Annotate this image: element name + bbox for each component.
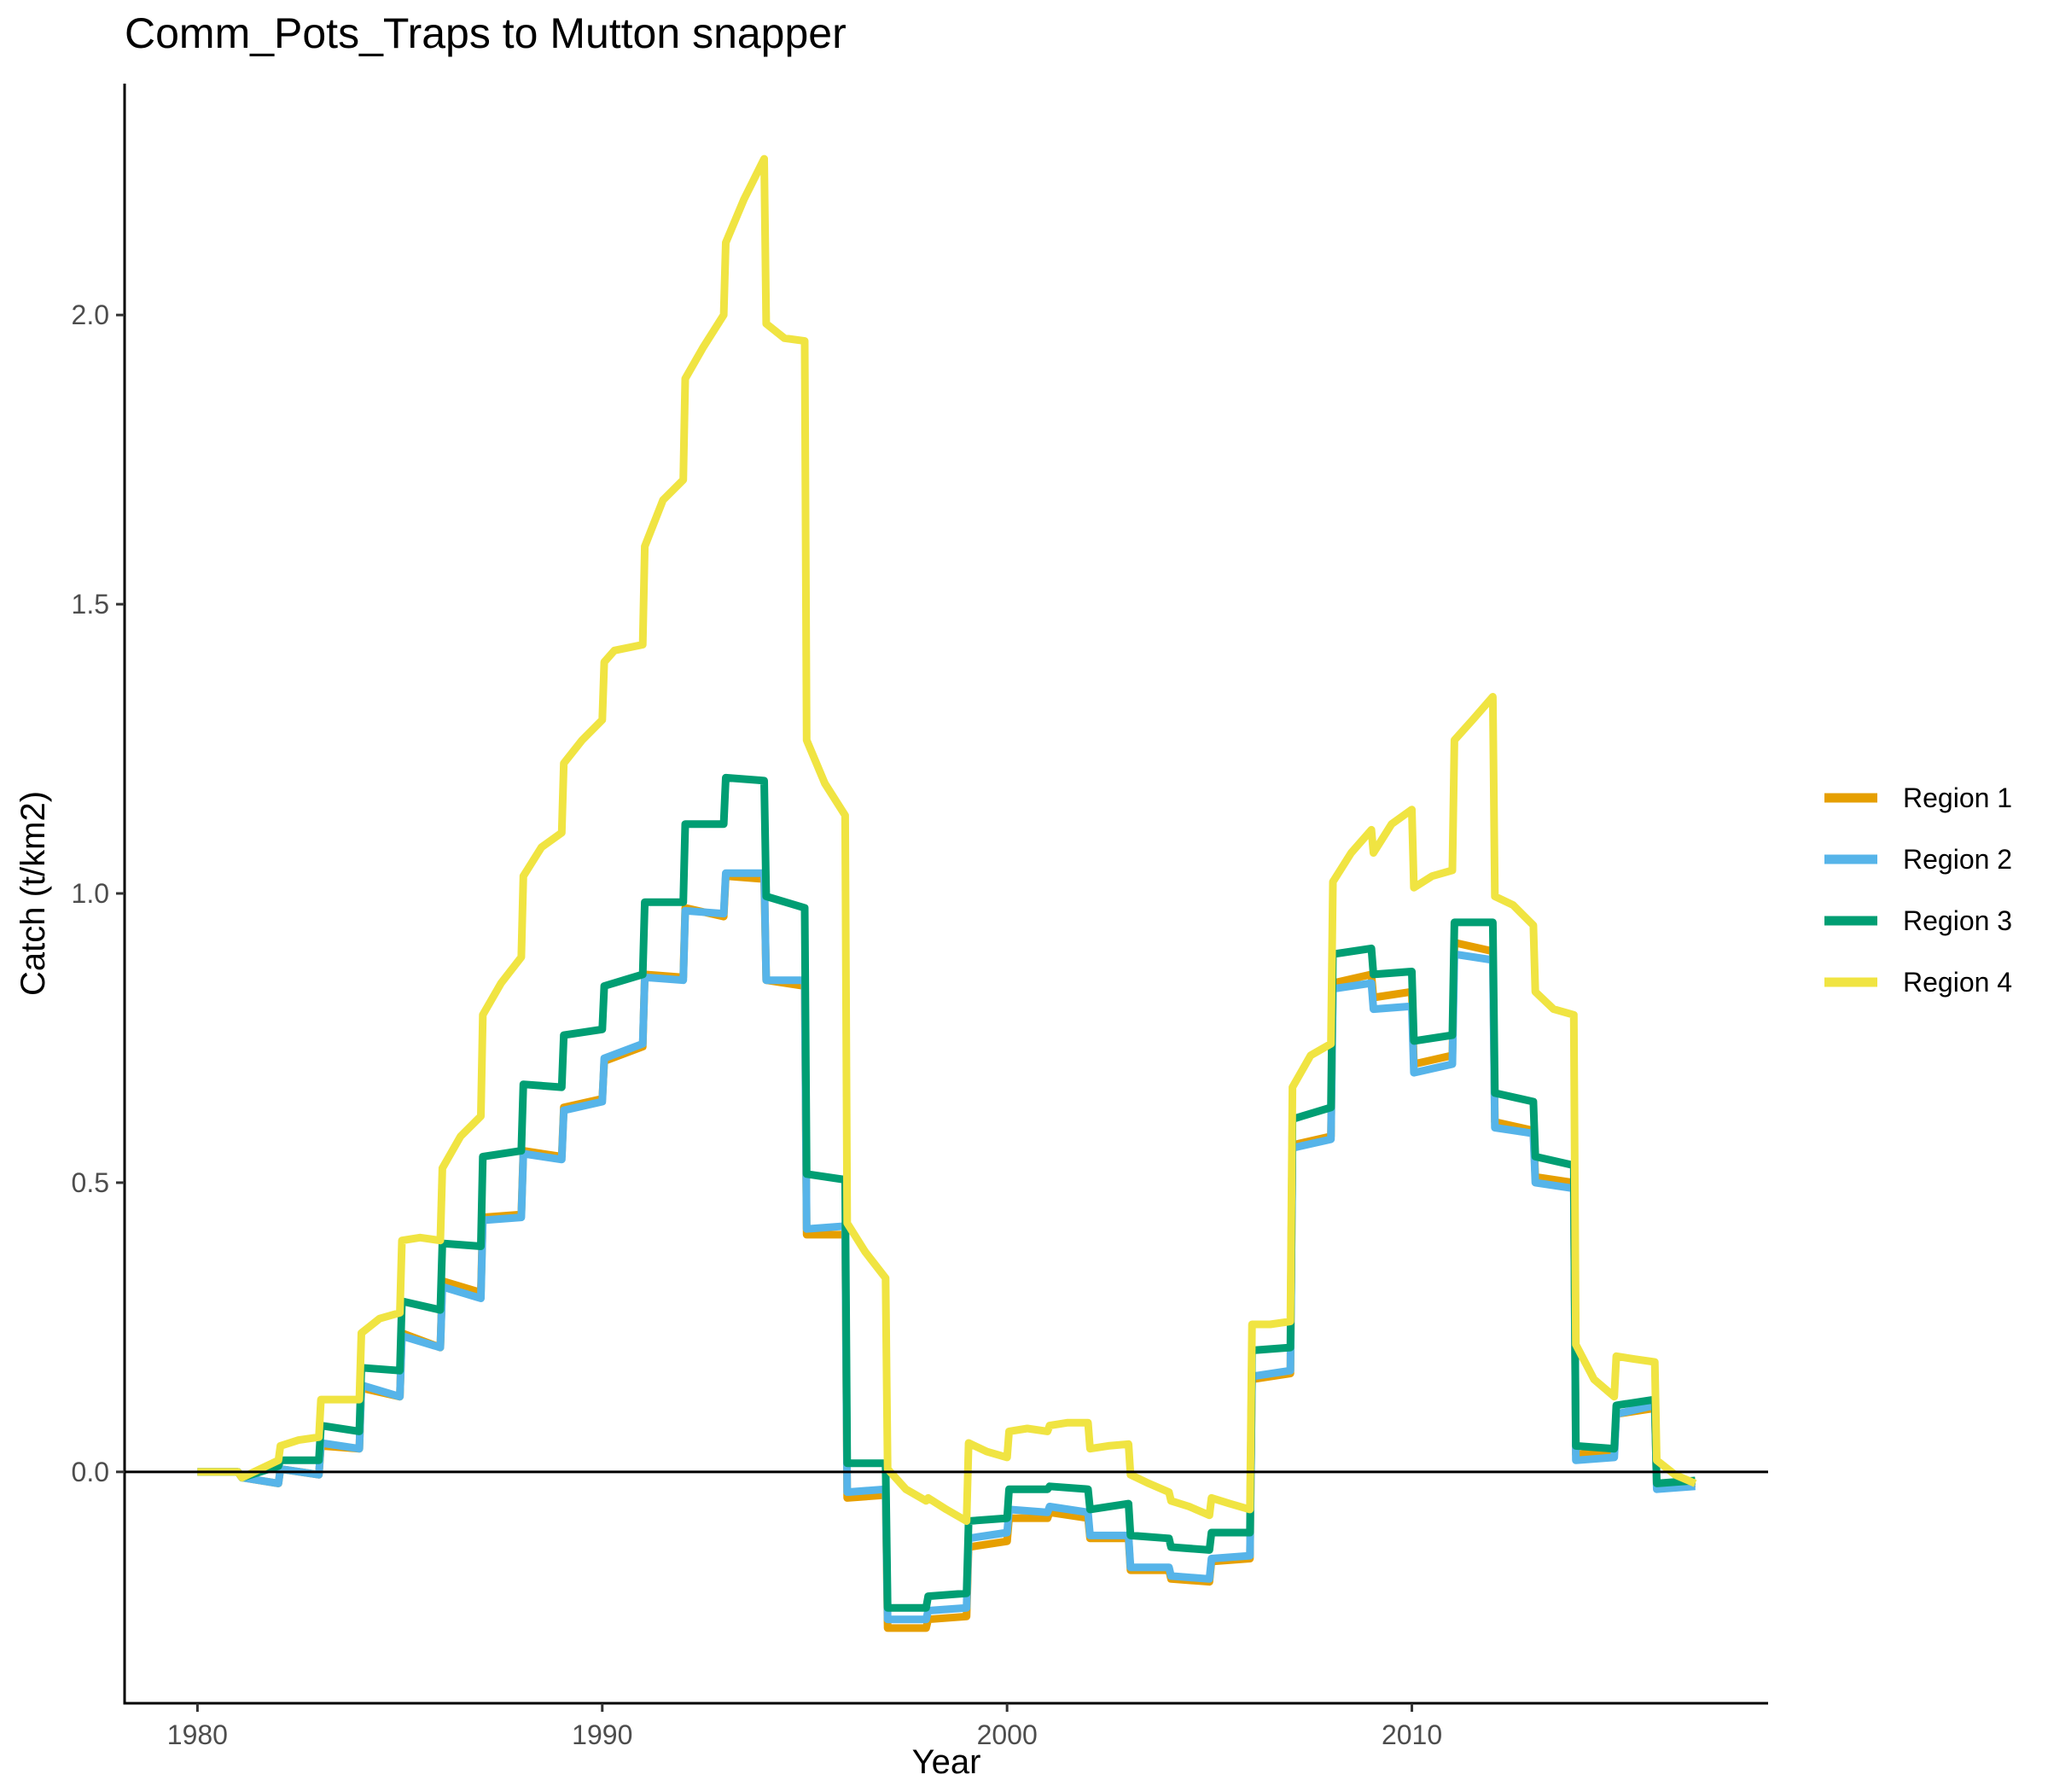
x-tick-label: 1990 — [572, 1719, 632, 1750]
y-tick-label: 1.0 — [72, 878, 109, 909]
y-tick-label: 0.0 — [72, 1457, 109, 1487]
y-tick-label: 0.5 — [72, 1167, 109, 1198]
series-line-region-1 — [197, 872, 1696, 1632]
series-line-region-3 — [197, 773, 1696, 1612]
legend-label-region-3: Region 3 — [1903, 905, 2012, 936]
legend-label-region-4: Region 4 — [1903, 967, 2012, 998]
x-tick-label: 2010 — [1382, 1719, 1442, 1750]
x-axis-ticks: 1980 1990 2000 2010 — [167, 1703, 1442, 1750]
legend-label-region-2: Region 2 — [1903, 844, 2012, 875]
x-tick-label: 2000 — [977, 1719, 1038, 1750]
y-axis-ticks: 0.0 0.5 1.0 1.5 2.0 — [72, 300, 125, 1487]
series-line-region-4 — [197, 154, 1697, 1525]
y-tick-label: 2.0 — [72, 300, 109, 330]
series-layer — [197, 154, 1697, 1632]
legend-label-region-1: Region 1 — [1903, 783, 2012, 813]
legend: Region 1 Region 2 Region 3 Region 4 — [1824, 783, 2012, 998]
x-tick-label: 1980 — [167, 1719, 228, 1750]
y-tick-label: 1.5 — [72, 589, 109, 620]
series-line-region-2 — [197, 869, 1696, 1624]
x-axis-title: Year — [912, 1743, 981, 1781]
y-axis-title: Catch (t/km2) — [15, 791, 52, 996]
chart-title: Comm_Pots_Traps to Mutton snapper — [125, 9, 847, 57]
